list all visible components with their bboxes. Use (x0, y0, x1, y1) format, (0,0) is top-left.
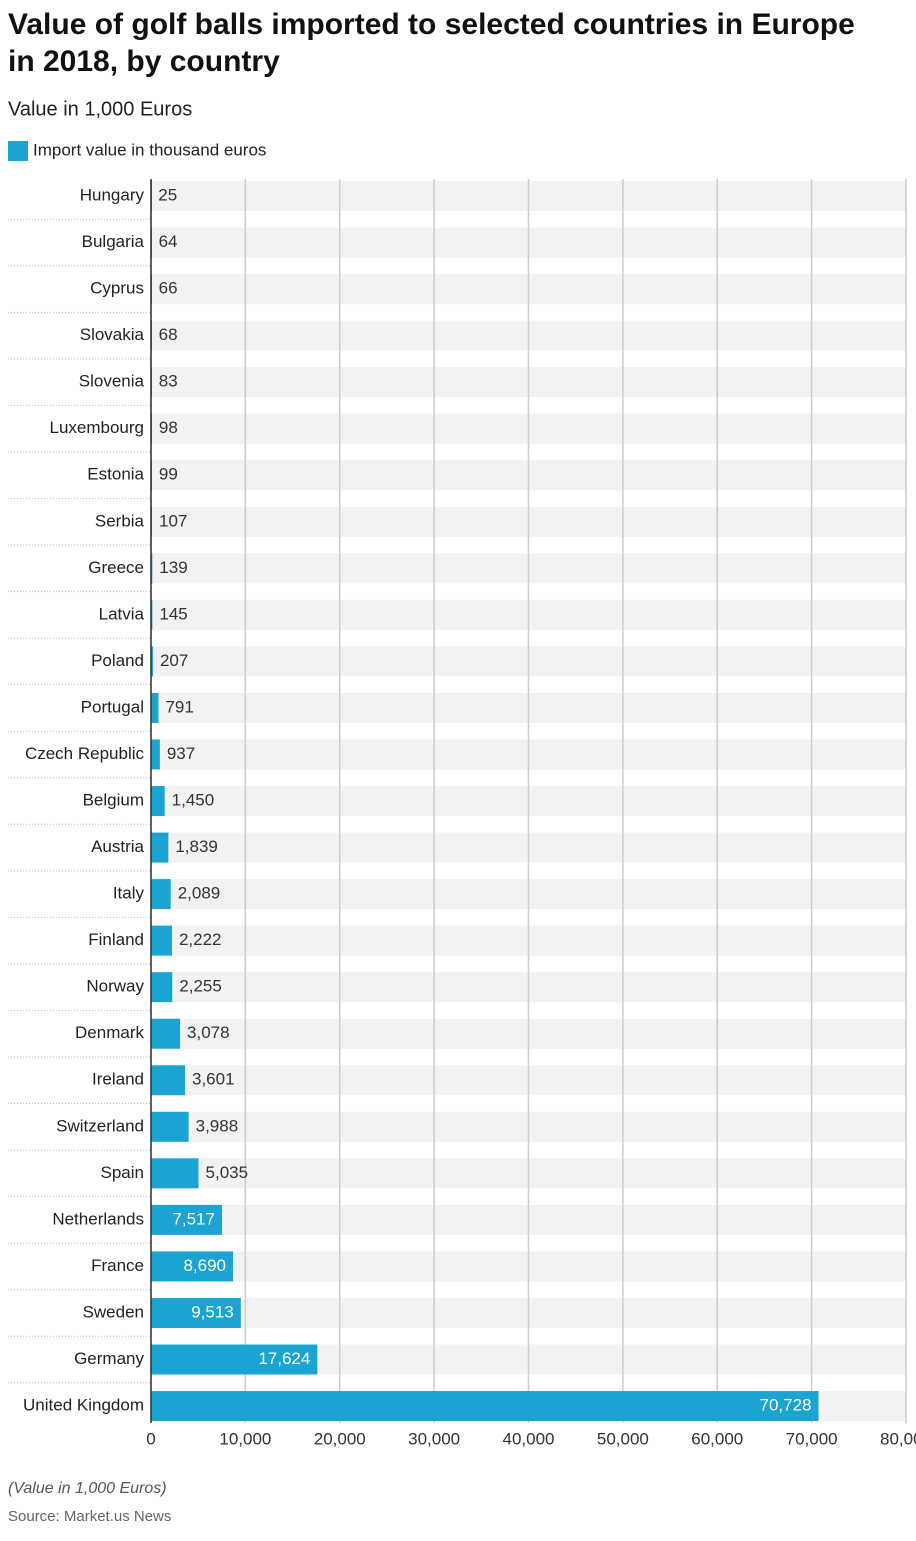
legend-label: Import value in thousand euros (33, 140, 266, 159)
value-label: 791 (165, 697, 193, 716)
value-label: 64 (159, 232, 178, 251)
bar (151, 925, 172, 956)
x-tick-label: 30,000 (408, 1430, 460, 1449)
value-label: 17,624 (258, 1349, 310, 1368)
x-tick-label: 20,000 (314, 1430, 366, 1449)
value-label: 3,988 (196, 1116, 239, 1135)
y-tick-label: Netherlands (52, 1209, 144, 1228)
y-tick-label: Greece (88, 558, 144, 577)
chart-title: Value of golf balls imported to selected… (8, 8, 855, 78)
bar (151, 646, 153, 677)
x-tick-label: 40,000 (503, 1430, 555, 1449)
y-tick-label: United Kingdom (23, 1396, 144, 1415)
plot: 0 10,000 20,000 30,000 40,000 50,000 60,000 70,… (8, 179, 916, 1449)
y-tick-label: Austria (91, 837, 144, 856)
x-tick-label: 60,000 (691, 1430, 743, 1449)
x-tick-label: 0 (146, 1430, 155, 1449)
value-label: 8,690 (183, 1256, 226, 1275)
y-tick-label: Latvia (99, 604, 145, 623)
bar (151, 879, 171, 910)
x-tick-label: 50,000 (597, 1430, 649, 1449)
bar (151, 739, 160, 770)
value-label: 139 (159, 558, 187, 577)
y-tick-label: Estonia (87, 465, 144, 484)
y-tick-label: Portugal (81, 697, 144, 716)
value-label: 70,728 (759, 1396, 811, 1415)
value-label: 937 (167, 744, 195, 763)
value-label: 3,601 (192, 1070, 235, 1089)
bar (151, 786, 165, 817)
x-tick-label: 70,000 (786, 1430, 838, 1449)
y-tick-label: Ireland (92, 1070, 144, 1089)
value-label: 1,839 (175, 837, 218, 856)
value-label: 2,255 (179, 977, 222, 996)
chart-subtitle: Value in 1,000 Euros (8, 98, 192, 120)
bar (151, 1391, 819, 1422)
bar (151, 1297, 241, 1328)
value-label: 25 (158, 185, 177, 204)
y-tick-label: Cyprus (90, 279, 144, 298)
y-tick-label: Spain (101, 1163, 144, 1182)
legend-swatch (8, 141, 28, 161)
value-label: 98 (159, 418, 178, 437)
source: Source: Market.us News (8, 1508, 171, 1525)
value-label: 9,513 (191, 1302, 234, 1321)
bar (151, 1018, 181, 1049)
bar (151, 692, 159, 723)
y-tick-label: Norway (86, 977, 144, 996)
value-label: 1,450 (172, 791, 215, 810)
value-label: 83 (159, 372, 178, 391)
value-label: 145 (159, 604, 187, 623)
y-tick-label: Sweden (83, 1302, 144, 1321)
y-tick-label: Hungary (80, 185, 145, 204)
bar (151, 1344, 318, 1375)
y-tick-label: Bulgaria (82, 232, 145, 251)
value-label: 99 (159, 465, 178, 484)
x-tick-label: 10,000 (219, 1430, 271, 1449)
y-tick-label: Belgium (83, 791, 144, 810)
y-tick-label: Serbia (95, 511, 145, 530)
value-label: 7,517 (172, 1209, 215, 1228)
value-label: 207 (160, 651, 188, 670)
y-tick-label: Finland (88, 930, 144, 949)
footnote: (Value in 1,000 Euros) (8, 1480, 167, 1497)
y-tick-label: Slovenia (79, 372, 145, 391)
value-label: 2,222 (179, 930, 222, 949)
y-tick-label: Slovakia (80, 325, 145, 344)
y-tick-label: Switzerland (56, 1116, 144, 1135)
value-label: 107 (159, 511, 187, 530)
bar (151, 1251, 234, 1282)
bar (151, 1158, 199, 1189)
y-tick-label: France (91, 1256, 144, 1275)
y-tick-label: Czech Republic (25, 744, 145, 763)
x-tick-label: 80,000 (880, 1430, 916, 1449)
value-label: 68 (159, 325, 178, 344)
y-tick-label: Germany (74, 1349, 144, 1368)
y-tick-label: Luxembourg (49, 418, 144, 437)
y-tick-label: Poland (91, 651, 144, 670)
bar (151, 1065, 185, 1096)
value-label: 66 (159, 279, 178, 298)
bar (151, 1111, 189, 1142)
value-label: 5,035 (206, 1163, 249, 1182)
y-tick-label: Denmark (75, 1023, 144, 1042)
value-label: 3,078 (187, 1023, 230, 1042)
bar (151, 972, 173, 1003)
bar (151, 832, 169, 863)
y-tick-label: Italy (113, 884, 145, 903)
value-label: 2,089 (178, 884, 221, 903)
bar (151, 1204, 222, 1235)
